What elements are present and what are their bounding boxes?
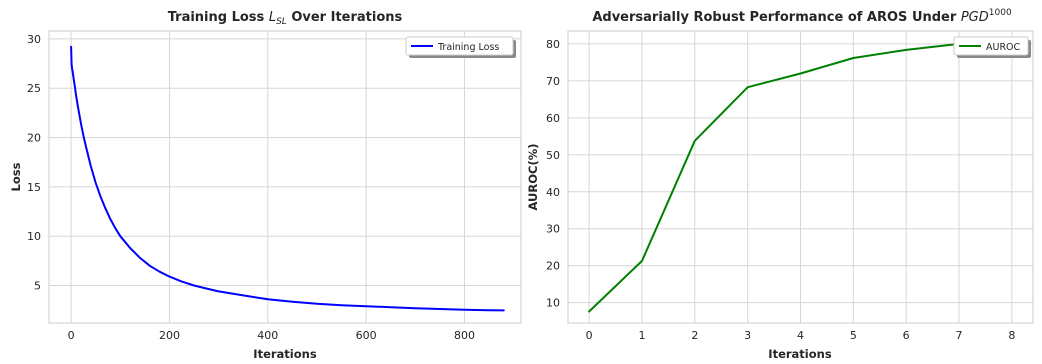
auroc-chart-legend: AUROC <box>953 36 1031 58</box>
loss-chart-title: Training Loss LSL Over Iterations <box>168 10 403 27</box>
auroc-y-tick-label: 60 <box>546 112 560 125</box>
auroc-x-tick-label: 5 <box>850 329 857 342</box>
loss-x-tick-label: 200 <box>159 329 180 342</box>
auroc-x-tick-label: 6 <box>903 329 910 342</box>
loss-chart-series <box>70 45 505 312</box>
loss-chart-grid <box>49 31 521 323</box>
loss-chart-frame <box>48 30 522 324</box>
auroc-x-tick-label: 7 <box>956 329 963 342</box>
loss-chart-xlabel: Iterations <box>253 347 317 361</box>
auroc-x-tick-label: 0 <box>586 329 593 342</box>
loss-y-tick-label: 25 <box>27 82 41 95</box>
auroc-y-tick-label: 40 <box>546 186 560 199</box>
auroc-chart-ticks: 0 1 2 3 4 5 6 7 8 10 20 30 40 50 60 70 80 <box>546 38 1015 342</box>
loss-x-tick-label: 600 <box>356 329 377 342</box>
auroc-y-tick-label: 80 <box>546 38 560 51</box>
auroc-chart: Adversarially Robust Performance of AROS… <box>526 8 1034 361</box>
loss-y-tick-label: 30 <box>27 33 41 46</box>
loss-x-tick-label: 0 <box>68 329 75 342</box>
auroc-y-tick-label: 70 <box>546 75 560 88</box>
auroc-y-tick-label: 10 <box>546 297 560 310</box>
auroc-chart-frame <box>567 30 1034 324</box>
loss-x-tick-label: 800 <box>454 329 475 342</box>
loss-y-tick-label: 5 <box>34 280 41 293</box>
legend-box <box>953 36 1029 56</box>
loss-chart: Training Loss LSL Over Iterations Iterat… <box>9 10 522 361</box>
loss-y-tick-label: 15 <box>27 181 41 194</box>
loss-x-tick-label: 400 <box>257 329 278 342</box>
loss-chart-ylabel: Loss <box>9 162 23 191</box>
auroc-chart-grid <box>568 31 1033 323</box>
auroc-chart-series <box>588 37 1013 313</box>
auroc-chart-ylabel: AUROC(%) <box>526 144 540 211</box>
loss-chart-legend: Training Loss <box>405 36 516 58</box>
auroc-x-tick-label: 4 <box>797 329 804 342</box>
auroc-chart-xlabel: Iterations <box>768 347 832 361</box>
auroc-x-tick-label: 3 <box>744 329 751 342</box>
auroc-chart-title: Adversarially Robust Performance of AROS… <box>592 8 1012 25</box>
loss-y-tick-label: 10 <box>27 230 41 243</box>
legend-box <box>405 36 514 56</box>
loss-series-line <box>70 45 505 312</box>
auroc-x-tick-label: 2 <box>691 329 698 342</box>
auroc-x-tick-label: 8 <box>1008 329 1015 342</box>
auroc-series-line <box>588 37 1013 313</box>
auroc-y-tick-label: 20 <box>546 260 560 273</box>
legend-label-auroc: AUROC <box>986 42 1021 53</box>
legend-label-training-loss: Training Loss <box>437 42 499 53</box>
loss-chart-ticks: 0 200 400 600 800 5 10 15 20 25 30 <box>27 33 475 342</box>
auroc-y-tick-label: 30 <box>546 223 560 236</box>
auroc-x-tick-label: 1 <box>638 329 645 342</box>
auroc-y-tick-label: 50 <box>546 149 560 162</box>
loss-y-tick-label: 20 <box>27 132 41 145</box>
